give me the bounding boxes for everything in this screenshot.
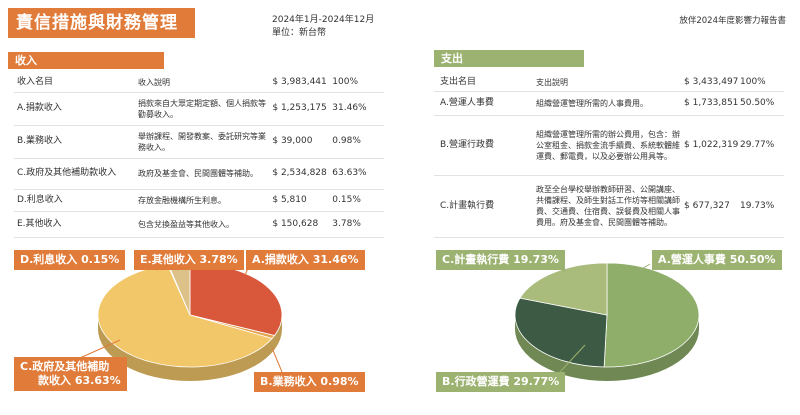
row-name: D.利息收入 [14, 189, 139, 212]
pie-label-government: C.政府及其他補助 款收入 63.63% [14, 357, 127, 391]
pie-label-business: B.業務收入 0.98% [254, 372, 365, 392]
row-desc: 存放金融機構所生利息。 [138, 189, 273, 212]
pie-label-government-line2: 款收入 63.63% [38, 374, 121, 387]
row-name: B.營運行政費 [434, 115, 536, 176]
row-amount: $ 1,733,851 [684, 91, 740, 116]
header-pct: 100% [332, 74, 384, 93]
leader-line-5 [639, 263, 651, 271]
table-row: C.計畫執行費 政至全台學校舉辦教師研習、公開講座、共備課程、及師生對話工作坊等… [434, 175, 784, 238]
table-row: A.營運人事費 組織營運管理所需的人事費用。 $ 1,733,851 50.50… [434, 91, 784, 116]
row-pct: 0.98% [332, 125, 384, 159]
row-pct: 63.63% [332, 158, 384, 190]
row-amount: $ 150,628 [272, 211, 333, 238]
pie-label-admin: B.行政營運費 29.77% [436, 372, 566, 392]
leader-line-6 [559, 344, 586, 373]
pie-label-other: E.其他收入 3.78% [134, 250, 244, 270]
row-amount: $ 1,022,319 [684, 115, 740, 176]
income-table: 收入名目 收入說明 $ 3,983,441 100% A.捐款收入 捐款來自大眾… [14, 74, 384, 238]
table-header-row: 支出名目 支出說明 $ 3,433,497 100% [434, 74, 784, 92]
expense-pie-slice-2 [519, 262, 608, 316]
period-range: 2024年1月-2024年12月 [272, 15, 375, 25]
table-row: D.利息收入 存放金融機構所生利息。 $ 5,810 0.15% [14, 189, 384, 212]
header-desc: 支出說明 [536, 74, 684, 92]
table-row: B.營運行政費 組織營運管理所需的辦公費用，包含：辦公室租金、捐款金流手續費、系… [434, 115, 784, 176]
header-name: 支出名目 [434, 74, 536, 92]
expense-pie-chart [514, 262, 700, 381]
report-name: 放伴2024年度影響力報告書 [679, 16, 786, 26]
pie-label-government-line1: C.政府及其他補助 [20, 360, 110, 373]
table-row: B.業務收入 舉辦課程、開發教案、委託研究等業務收入。 $ 39,000 0.9… [14, 125, 384, 159]
period-info: 2024年1月-2024年12月 單位：新台幣 [272, 14, 374, 40]
income-section-title: 收入 [8, 52, 164, 69]
row-name: E.其他收入 [14, 211, 139, 238]
leader-line-2 [79, 339, 121, 359]
row-pct: 3.78% [332, 211, 384, 238]
row-amount: $ 39,000 [272, 125, 333, 159]
table-row: C.政府及其他補助款收入 政府及基金會、民間團體等補助。 $ 2,534,828… [14, 158, 384, 190]
row-desc: 組織營運管理所需的人事費用。 [536, 91, 684, 116]
expense-pie-slice-1 [514, 297, 608, 368]
header-pct: 100% [740, 74, 784, 92]
row-desc: 政府及基金會、民間團體等補助。 [138, 158, 273, 190]
expense-section-title: 支出 [434, 50, 584, 67]
currency-unit: 單位：新台幣 [272, 28, 327, 38]
row-amount: $ 1,253,175 [272, 92, 333, 126]
row-name: B.業務收入 [14, 125, 139, 159]
expense-table: 支出名目 支出說明 $ 3,433,497 100% A.營運人事費 組織營運管… [434, 74, 784, 238]
row-pct: 29.77% [740, 115, 784, 176]
pie-label-donation: A.捐款收入 31.46% [246, 250, 365, 270]
header-name: 收入名目 [14, 74, 139, 93]
row-desc: 政至全台學校舉辦教師研習、公開講座、共備課程、及師生對話工作坊等相關講師費、交通… [536, 175, 684, 238]
row-amount: $ 677,327 [684, 175, 740, 238]
row-amount: $ 5,810 [272, 189, 333, 212]
row-pct: 31.46% [332, 92, 384, 126]
pie-label-personnel: A.營運人事費 50.50% [652, 250, 782, 270]
row-desc: 組織營運管理所需的辦公費用，包含：辦公室租金、捐款金流手續費、系統軟體維運費、郵… [536, 115, 684, 176]
header-amount: $ 3,983,441 [272, 74, 333, 93]
row-pct: 0.15% [332, 189, 384, 212]
table-row: A.捐款收入 捐款來自大眾定期定額、個人捐款等勸募收入。 $ 1,253,175… [14, 92, 384, 126]
income-pie-chart [97, 262, 283, 381]
row-amount: $ 2,534,828 [272, 158, 333, 190]
row-desc: 包含兌換盈益等其他收入。 [138, 211, 273, 238]
page-title: 責信措施與財務管理 [8, 8, 195, 38]
header-desc: 收入說明 [138, 74, 273, 93]
header-amount: $ 3,433,497 [684, 74, 740, 92]
pie-label-interest: D.利息收入 0.15% [14, 250, 126, 270]
row-name: C.計畫執行費 [434, 175, 536, 238]
row-desc: 捐款來自大眾定期定額、個人捐款等勸募收入。 [138, 92, 273, 126]
pie-label-program: C.計畫執行費 19.73% [436, 250, 565, 270]
row-desc: 舉辦課程、開發教案、委託研究等業務收入。 [138, 125, 273, 159]
row-name: A.營運人事費 [434, 91, 536, 116]
row-pct: 50.50% [740, 91, 784, 116]
row-name: C.政府及其他補助款收入 [14, 158, 139, 190]
row-pct: 19.73% [740, 175, 784, 238]
income-pie-slice-2 [97, 264, 273, 368]
leader-line-3 [271, 347, 283, 373]
row-name: A.捐款收入 [14, 92, 139, 126]
table-header-row: 收入名目 收入說明 $ 3,983,441 100% [14, 74, 384, 93]
table-row: E.其他收入 包含兌換盈益等其他收入。 $ 150,628 3.78% [14, 211, 384, 238]
